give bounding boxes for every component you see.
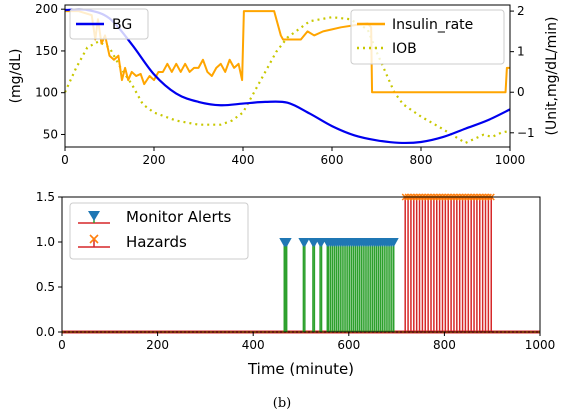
x-tick-label: 800 <box>410 153 433 167</box>
bottom-axes-frame <box>61 196 541 333</box>
x-tick-label: 200 <box>146 338 169 352</box>
top-x-ticks: 0 200 400 600 800 1000 <box>61 147 525 167</box>
x-tick-label: 800 <box>433 338 456 352</box>
bottom-chart: 0 200 400 600 800 1000 0.0 0.5 1.0 1.5 Time (min… <box>36 190 555 378</box>
x-tick-label: 600 <box>337 338 360 352</box>
top-y-ticks: 50 100 150 200 <box>35 2 65 141</box>
y-tick-label: 1.0 <box>36 235 55 249</box>
y-tick-label: 0.5 <box>36 280 55 294</box>
legend-box <box>350 9 505 65</box>
series-line-insulin-rate <box>65 10 510 94</box>
bottom-x-ticks: 0 200 400 600 800 1000 <box>58 332 555 352</box>
x-tick-label: 1000 <box>495 153 526 167</box>
legend-label-monitor-alerts: Monitor Alerts <box>126 208 231 226</box>
x-tick-label: 600 <box>321 153 344 167</box>
top-axes-frame <box>64 4 511 148</box>
legend-label-iob: IOB <box>392 41 417 57</box>
monitor-alert-marker <box>281 238 292 247</box>
y-tick-label: 100 <box>35 86 58 100</box>
x-tick-label: 200 <box>143 153 166 167</box>
series-line-iob <box>63 16 511 145</box>
legend-marker-monitor-alerts <box>88 211 100 221</box>
legend-box <box>69 8 149 40</box>
legend-label-hazards: Hazards <box>126 233 187 251</box>
y-tick-label: 50 <box>43 127 58 141</box>
monitor-alert-marker <box>388 238 399 247</box>
legend-label-bg: BG <box>112 17 132 33</box>
top-legend-left: BG <box>69 8 149 40</box>
monitor-alert-marker <box>299 238 310 247</box>
top-legend-right: Insulin_rate IOB <box>350 9 505 65</box>
series-line-bg <box>64 8 511 145</box>
y-tick-label: 150 <box>35 44 58 58</box>
top-chart: 0 200 400 600 800 1000 50 100 150 200 −1 0 1 2 (mg/… <box>8 2 560 167</box>
y2-tick-label: 2 <box>517 4 525 18</box>
top-y-axis-label: (mg/dL) <box>8 49 24 104</box>
y2-tick-label: 0 <box>517 85 525 99</box>
bottom-legend: Monitor Alerts Hazards <box>69 202 249 260</box>
bottom-x-axis-label: Time (minute) <box>247 360 354 378</box>
figure-caption: (b) <box>273 396 291 411</box>
y-tick-label: 0.0 <box>36 325 55 339</box>
bottom-y-ticks: 0.0 0.5 1.0 1.5 <box>36 190 62 339</box>
legend-label-insulin-rate: Insulin_rate <box>392 17 473 33</box>
y-tick-label: 200 <box>35 2 58 16</box>
legend-box <box>69 202 249 260</box>
x-tick-label: 400 <box>242 338 265 352</box>
y2-tick-label: 1 <box>517 45 525 59</box>
x-tick-label: 0 <box>58 338 66 352</box>
top-y2-axis-label: (Unit,mg/dL/min) <box>544 17 560 136</box>
y-tick-label: 1.5 <box>36 190 55 204</box>
y2-tick-label: −1 <box>517 126 535 140</box>
x-tick-label: 1000 <box>525 338 556 352</box>
legend-marker-hazards <box>89 234 99 244</box>
top-y2-ticks: −1 0 1 2 <box>510 4 535 140</box>
top-plot-area <box>63 8 511 145</box>
x-tick-label: 0 <box>61 153 69 167</box>
x-tick-label: 400 <box>232 153 255 167</box>
